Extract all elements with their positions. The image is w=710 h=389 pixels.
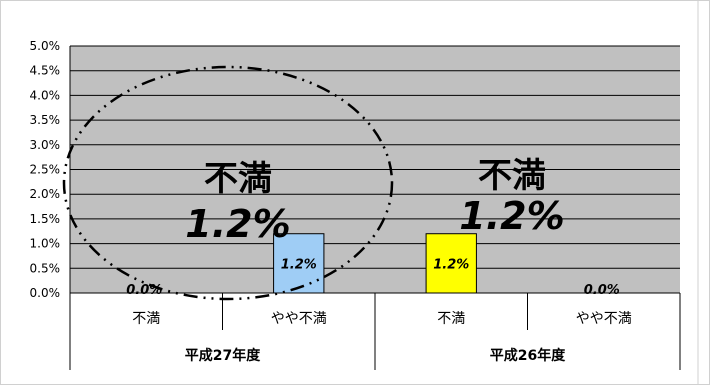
bar-value-label: 0.0% (584, 283, 620, 298)
y-tick-label: 1.5% (30, 212, 61, 226)
bar-value-label: 1.2% (281, 257, 317, 272)
x-category-label: やや不満 (576, 311, 632, 327)
bar-value-label: 1.2% (433, 257, 469, 272)
y-tick-label: 1.0% (30, 237, 61, 251)
axes (69, 46, 681, 370)
x-group-label: 平成27年度 (185, 347, 261, 364)
annotation-title: 不満 (478, 156, 546, 196)
y-tick-label: 2.5% (30, 163, 61, 177)
highlight-ellipse (62, 65, 394, 301)
y-tick-label: 3.5% (30, 113, 61, 127)
y-tick-label: 0.0% (30, 286, 61, 300)
y-tick-label: 0.5% (30, 261, 61, 275)
y-tick-label: 5.0% (30, 39, 61, 53)
y-tick-label: 4.5% (30, 64, 61, 78)
gridlines (70, 45, 680, 269)
annotation-title: 不満 (204, 159, 272, 199)
x-category-label: やや不満 (271, 311, 327, 327)
x-category-label: 不満 (437, 311, 465, 327)
x-axis-categories: 不満 やや不満 不満 やや不満 (132, 311, 632, 327)
y-tick-label: 2.0% (30, 187, 61, 201)
bar-value-label: 0.0% (126, 283, 162, 298)
bar (273, 233, 325, 294)
annotation-value: 1.2% (185, 202, 290, 246)
x-category-label: 不満 (132, 311, 160, 327)
annotations: 不満1.2%不満1.2% (185, 156, 564, 246)
y-tick-label: 3.0% (30, 138, 61, 152)
annotation-value: 1.2% (459, 194, 564, 238)
x-group-label: 平成26年度 (490, 347, 566, 364)
bars: 0.0% 1.2% 1.2% 0.0% (126, 233, 620, 298)
x-axis-groups: 平成27年度 平成26年度 (185, 347, 566, 364)
bar (425, 233, 477, 294)
y-axis-ticks: 0.0% 0.5% 1.0% 1.5% 2.0% 2.5% 3.0% 3.5% 4.0% 4.5%… (30, 39, 61, 300)
y-tick-label: 4.0% (30, 88, 61, 102)
